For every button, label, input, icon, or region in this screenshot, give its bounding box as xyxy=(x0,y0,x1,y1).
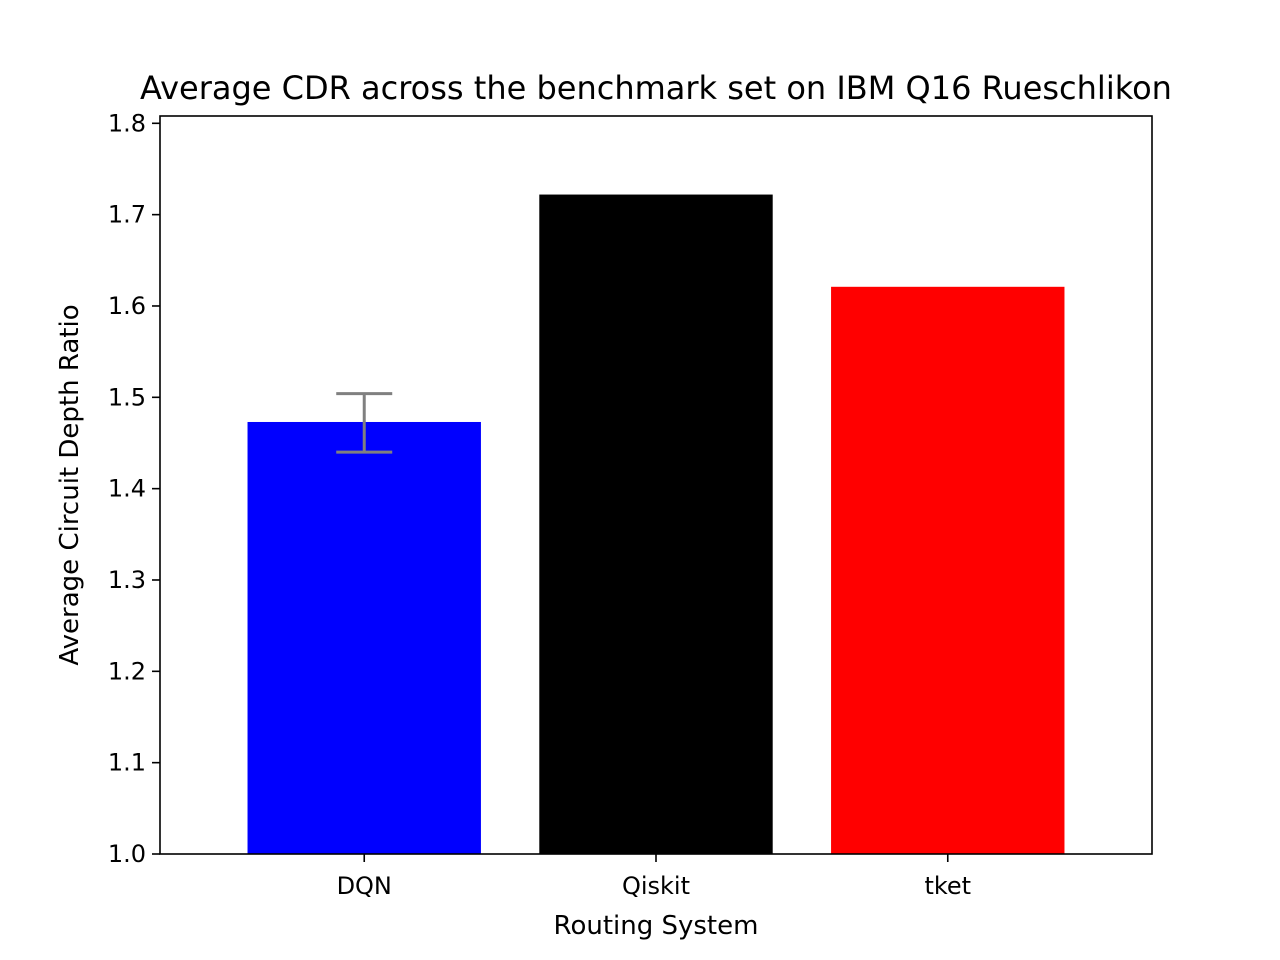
bar-dqn xyxy=(247,421,481,854)
y-tick-label: 1.8 xyxy=(108,109,146,137)
y-tick-label: 1.0 xyxy=(108,840,146,868)
y-tick-label: 1.3 xyxy=(108,566,146,594)
y-axis: 1.0 1.1 1.2 1.3 1.4 1.5 1.6 1.7 1.8 xyxy=(108,109,160,868)
y-axis-label: Average Circuit Depth Ratio xyxy=(55,304,85,665)
x-tick-label: Qiskit xyxy=(622,872,690,900)
bar-tket xyxy=(831,286,1065,854)
x-tick-label: DQN xyxy=(337,872,392,900)
y-tick-label: 1.1 xyxy=(108,749,146,777)
x-tick-label: tket xyxy=(924,872,971,900)
bars-group xyxy=(247,194,1065,854)
y-tick-label: 1.4 xyxy=(108,475,146,503)
bar-qiskit xyxy=(539,194,773,854)
y-tick-label: 1.5 xyxy=(108,383,146,411)
y-tick-label: 1.7 xyxy=(108,201,146,229)
y-tick-label: 1.2 xyxy=(108,657,146,685)
y-tick-label: 1.6 xyxy=(108,292,146,320)
x-axis: DQN Qiskit tket xyxy=(337,854,971,900)
error-bars-group xyxy=(336,392,393,454)
chart-title: Average CDR across the benchmark set on … xyxy=(140,69,1172,107)
x-axis-label: Routing System xyxy=(554,911,759,941)
